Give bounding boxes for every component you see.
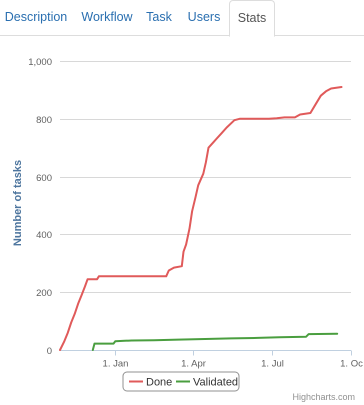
tab-task[interactable]: Task xyxy=(146,10,172,24)
y-tick-label: 0 xyxy=(47,346,52,357)
credits-link[interactable]: Highcharts.com xyxy=(292,392,355,402)
y-tick-label: 200 xyxy=(36,288,52,299)
y-tick-label: 600 xyxy=(36,173,52,184)
x-tick-label: 1. Jan xyxy=(103,359,129,370)
tab-bar: Description Workflow Task Users Stats xyxy=(0,0,364,37)
legend-label-done: Done xyxy=(146,377,172,389)
series-line-validated[interactable] xyxy=(91,332,339,351)
x-tick-label: 1. Oc xyxy=(340,359,363,370)
grid-lines xyxy=(60,61,351,293)
y-tick-label: 400 xyxy=(36,230,52,241)
tab-description[interactable]: Description xyxy=(4,10,68,24)
series-lines xyxy=(59,86,343,351)
y-axis-ticks: 0 200 400 600 800 1,000 xyxy=(28,57,52,357)
tab-stats[interactable]: Stats xyxy=(229,0,275,37)
y-tick-label: 800 xyxy=(36,115,52,126)
tab-workflow[interactable]: Workflow xyxy=(81,10,133,24)
legend-label-validated: Validated xyxy=(193,377,238,389)
x-tick-label: 1. Jul xyxy=(261,359,284,370)
legend: Done Validated xyxy=(122,371,240,392)
y-axis-title: Number of tasks xyxy=(12,160,24,246)
legend-item-validated[interactable]: Validated xyxy=(176,377,238,389)
series-line-done[interactable] xyxy=(59,86,343,351)
x-tick-label: 1. Apr xyxy=(181,359,206,370)
y-tick-label: 1,000 xyxy=(28,57,52,68)
tab-users[interactable]: Users xyxy=(187,10,221,24)
legend-item-done[interactable]: Done xyxy=(129,377,172,389)
x-axis: 1. Jan 1. Apr 1. Jul 1. Oc xyxy=(60,350,363,370)
